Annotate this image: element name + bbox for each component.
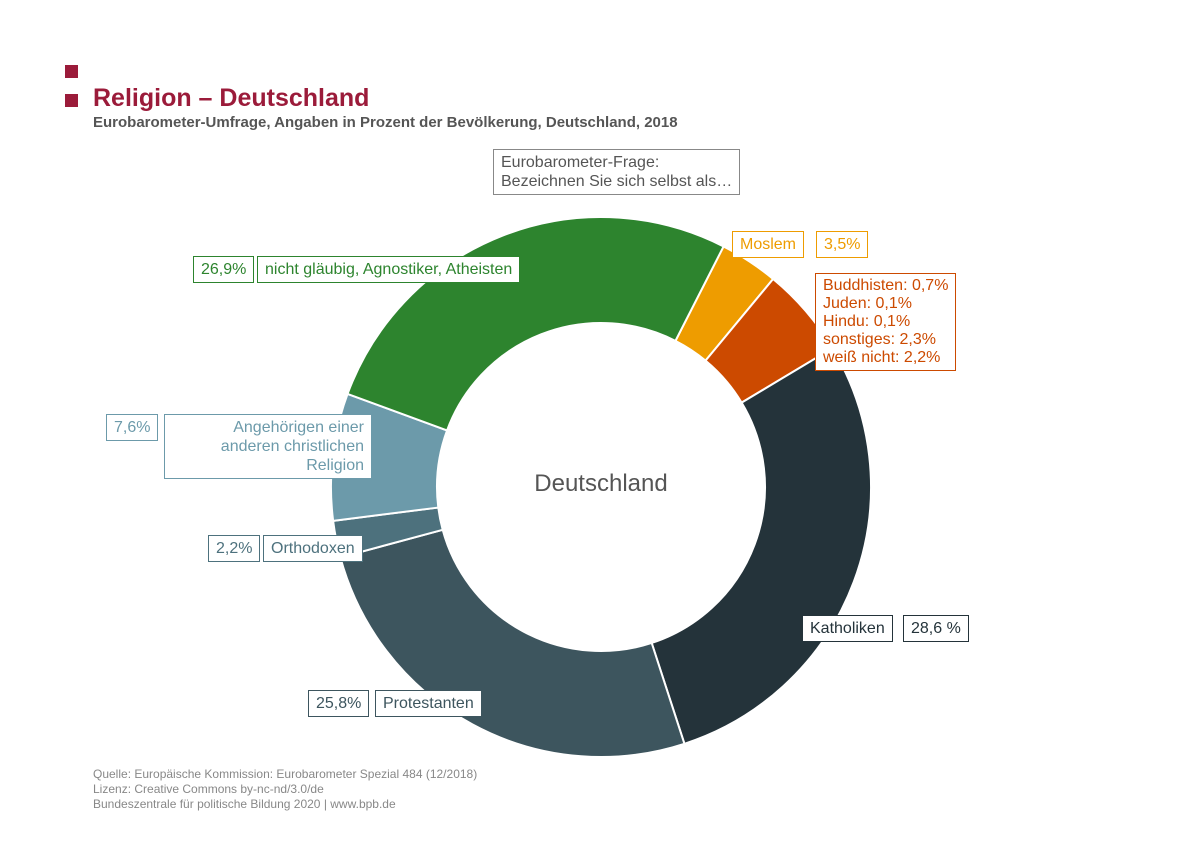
sonstige-line: sonstiges: 2,3% <box>823 331 936 348</box>
slice-name-label: Katholiken <box>802 615 893 642</box>
sonstige-line: Buddhisten: 0,7% <box>823 277 949 294</box>
source-line: Quelle: Europäische Kommission: Eurobaro… <box>93 767 478 781</box>
question-box: Eurobarometer-Frage: Bezeichnen Sie sich… <box>493 149 741 195</box>
slice-name-label: Angehörigen einer anderen christlichen R… <box>164 414 372 479</box>
source-line: Bundeszentrale für politische Bildung 20… <box>93 797 396 811</box>
slice-value-label: 7,6% <box>106 414 159 441</box>
chart-subtitle: Eurobarometer-Umfrage, Angaben in Prozen… <box>93 114 678 131</box>
question-line: Eurobarometer-Frage: <box>501 154 660 171</box>
sonstige-label-box: Buddhisten: 0,7% Juden: 0,1% Hindu: 0,1%… <box>815 273 957 371</box>
center-label: Deutschland <box>534 470 668 497</box>
source-line: Lizenz: Creative Commons by-nc-nd/3.0/de <box>93 782 324 796</box>
logo-square <box>65 94 78 107</box>
sonstige-line: Hindu: 0,1% <box>823 313 911 330</box>
slice-name-label: Protestanten <box>375 690 482 717</box>
donut-slice <box>339 528 686 758</box>
sonstige-line: Juden: 0,1% <box>823 295 912 312</box>
donut-slice <box>346 216 725 432</box>
sonstige-line: weiß nicht: 2,2% <box>823 349 941 366</box>
slice-value-label: 26,9% <box>193 256 255 283</box>
source-note: Quelle: Europäische Kommission: Eurobaro… <box>93 767 477 812</box>
slice-name-label: Moslem <box>732 231 805 258</box>
slice-value-label: 2,2% <box>208 535 261 562</box>
slice-name-label: nicht gläubig, Agnostiker, Atheisten <box>257 256 521 283</box>
donut-slice <box>650 346 872 746</box>
logo-square <box>65 65 78 78</box>
slice-value-label: 28,6 % <box>903 615 969 642</box>
slice-value-label: 25,8% <box>308 690 370 717</box>
question-line: Bezeichnen Sie sich selbst als… <box>501 173 733 190</box>
slice-name-label: Orthodoxen <box>263 535 363 562</box>
chart-title: Religion – Deutschland <box>93 84 370 112</box>
slice-value-label: 3,5% <box>816 231 869 258</box>
